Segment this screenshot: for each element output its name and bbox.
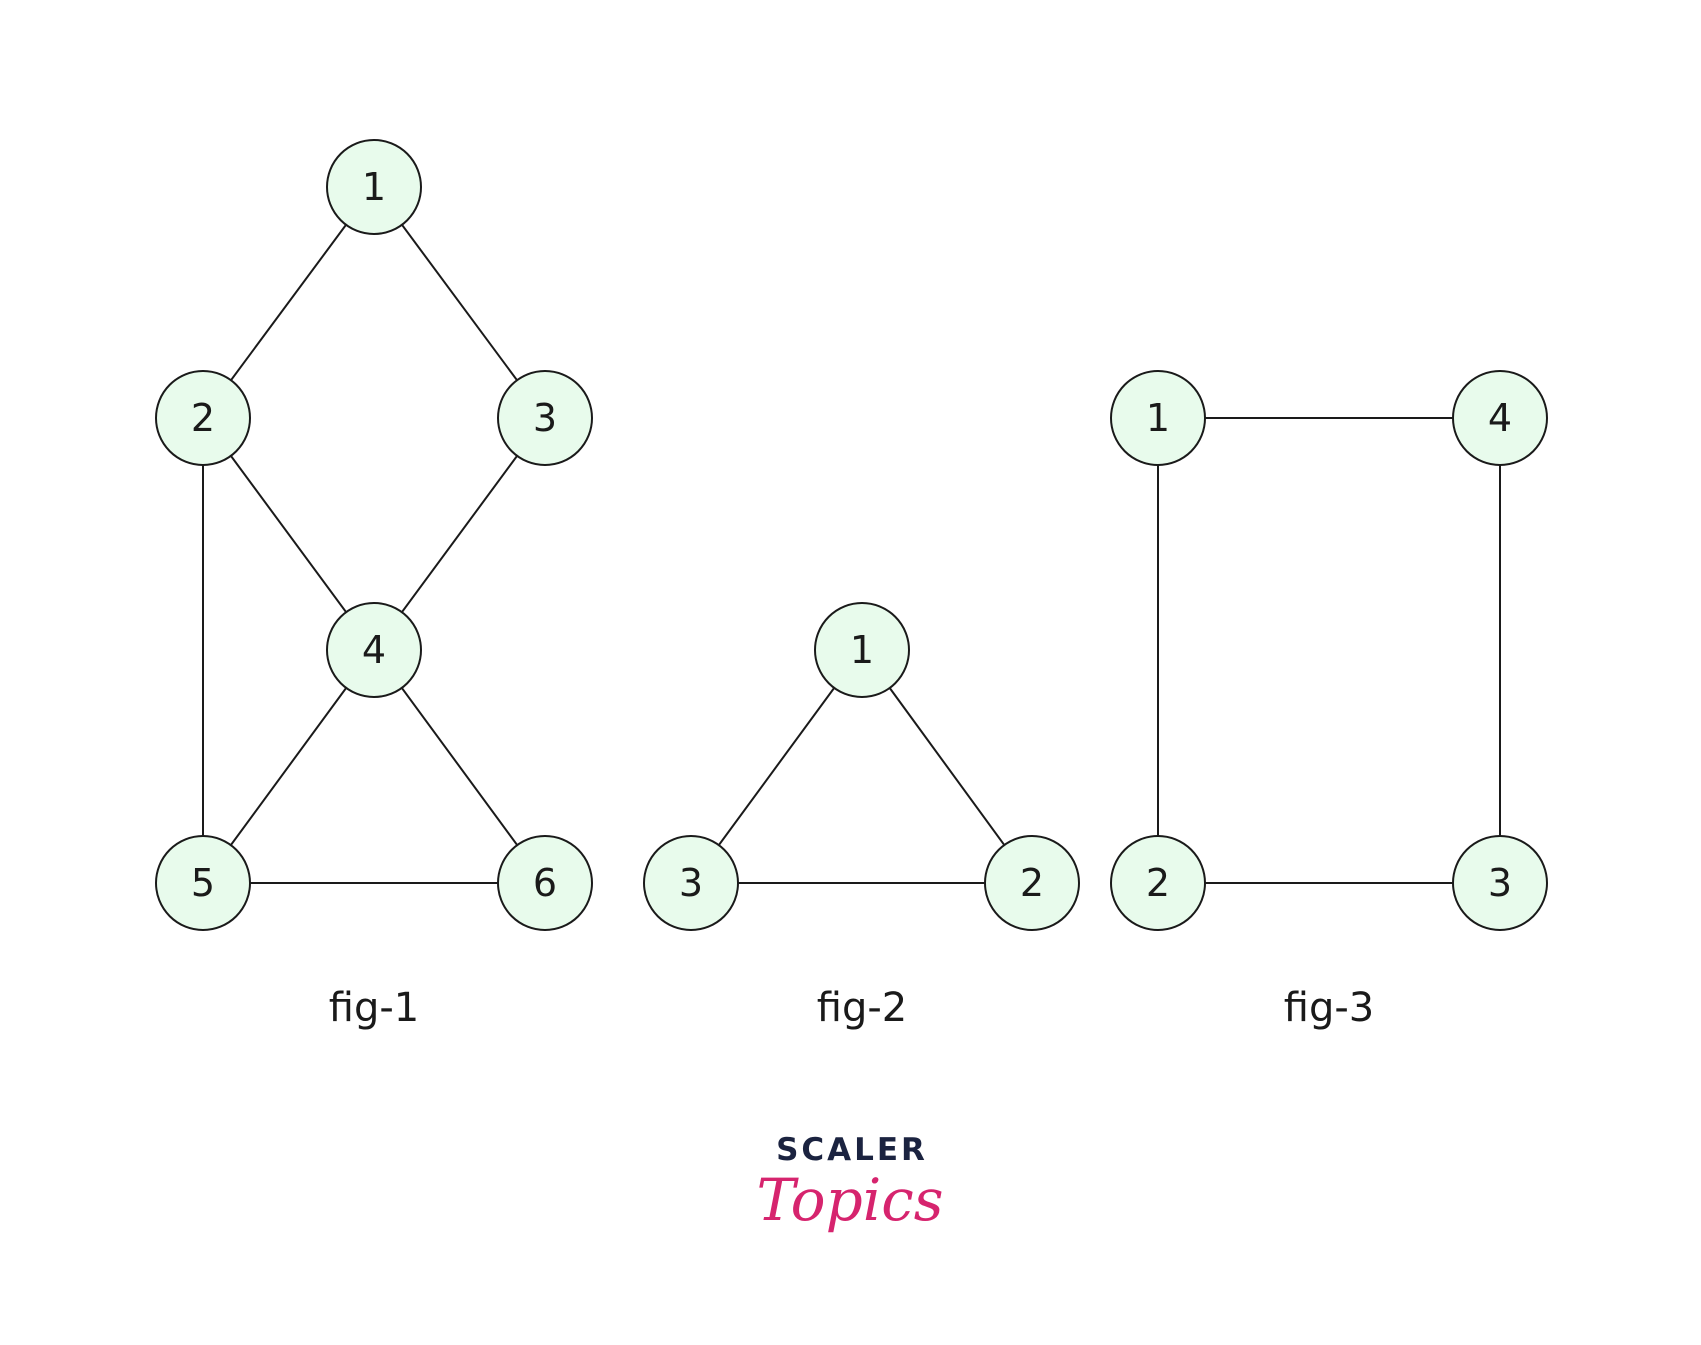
node-label: 1 bbox=[1146, 396, 1170, 440]
graph-node: 2 bbox=[1110, 835, 1206, 931]
node-label: 4 bbox=[362, 628, 386, 672]
node-label: 4 bbox=[1488, 396, 1512, 440]
figure-2: 1 3 2 fig-2 bbox=[643, 602, 1080, 1031]
node-circle bbox=[643, 835, 739, 931]
edge-4-6 bbox=[373, 649, 546, 884]
edge-1-3 bbox=[690, 649, 863, 884]
figure-2-nodes: 1 3 2 bbox=[643, 602, 1080, 931]
graph-node: 6 bbox=[497, 835, 593, 931]
graph-node: 2 bbox=[155, 370, 251, 466]
figure-1: 1 2 3 4 5 6 fig-1 bbox=[155, 139, 593, 1031]
node-circle bbox=[155, 370, 251, 466]
node-label: 1 bbox=[362, 165, 386, 209]
node-label: 2 bbox=[191, 396, 215, 440]
brand-scaler-text: SCALER bbox=[776, 1132, 928, 1168]
node-label: 2 bbox=[1146, 861, 1170, 905]
graph-node: 1 bbox=[814, 602, 910, 698]
node-circle bbox=[326, 139, 422, 235]
node-label: 5 bbox=[191, 861, 215, 905]
figure-1-edges bbox=[202, 186, 546, 884]
figure-3-nodes: 1 4 2 3 bbox=[1110, 370, 1548, 931]
node-circle bbox=[814, 602, 910, 698]
edge-1-2 bbox=[861, 649, 1033, 884]
graph-node: 2 bbox=[984, 835, 1080, 931]
graph-node: 3 bbox=[643, 835, 739, 931]
brand-topics-text: Topics bbox=[756, 1166, 943, 1234]
node-circle bbox=[497, 835, 593, 931]
node-circle bbox=[497, 370, 593, 466]
node-label: 1 bbox=[850, 628, 874, 672]
edge-3-4 bbox=[373, 417, 546, 651]
graph-node: 3 bbox=[1452, 835, 1548, 931]
graph-node: 4 bbox=[1452, 370, 1548, 466]
node-circle bbox=[1452, 835, 1548, 931]
figure-3-caption: fig-3 bbox=[1284, 985, 1374, 1031]
node-label: 3 bbox=[533, 396, 557, 440]
node-label: 2 bbox=[1020, 861, 1044, 905]
node-label: 3 bbox=[679, 861, 703, 905]
graph-node: 1 bbox=[1110, 370, 1206, 466]
edge-2-4 bbox=[202, 417, 375, 651]
node-circle bbox=[1452, 370, 1548, 466]
node-label: 3 bbox=[1488, 861, 1512, 905]
figure-1-nodes: 1 2 3 4 5 6 bbox=[155, 139, 593, 931]
node-circle bbox=[155, 835, 251, 931]
node-circle bbox=[326, 602, 422, 698]
node-circle bbox=[1110, 370, 1206, 466]
node-circle bbox=[984, 835, 1080, 931]
figure-3: 1 4 2 3 fig-3 bbox=[1110, 370, 1548, 1031]
graph-node: 3 bbox=[497, 370, 593, 466]
graph-node: 4 bbox=[326, 602, 422, 698]
figure-1-caption: fig-1 bbox=[329, 985, 419, 1031]
node-circle bbox=[1110, 835, 1206, 931]
scaler-topics-logo: SCALER Topics bbox=[756, 1132, 943, 1234]
graph-node: 1 bbox=[326, 139, 422, 235]
figure-2-caption: fig-2 bbox=[817, 985, 907, 1031]
figure-3-edges bbox=[1157, 417, 1501, 884]
graph-node: 5 bbox=[155, 835, 251, 931]
node-label: 6 bbox=[533, 861, 557, 905]
figure-2-edges bbox=[690, 649, 1033, 884]
edge-4-5 bbox=[202, 649, 375, 884]
